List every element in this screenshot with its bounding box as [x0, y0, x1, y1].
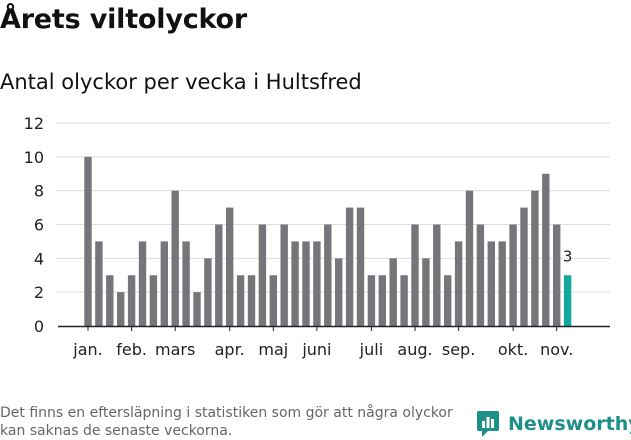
bar	[258, 224, 267, 326]
y-tick-label: 2	[34, 283, 44, 302]
bar	[95, 241, 103, 326]
bar	[236, 275, 245, 326]
chart-title: Årets viltolyckor	[0, 4, 248, 35]
bar	[531, 190, 539, 326]
bar	[422, 258, 430, 326]
bar	[302, 241, 310, 326]
bar	[411, 224, 419, 326]
bar	[378, 275, 386, 326]
y-tick-label: 12	[24, 114, 44, 133]
x-tick-label: jan.	[72, 340, 102, 359]
bar	[106, 275, 114, 326]
bar	[487, 241, 495, 326]
bar	[204, 258, 212, 326]
y-tick-label: 6	[34, 216, 44, 235]
bar	[553, 224, 561, 326]
chart-subtitle: Antal olyckor per vecka i Hultsfred	[0, 70, 362, 94]
bar	[356, 207, 365, 326]
x-tick-label: maj	[258, 340, 288, 359]
bar	[367, 275, 376, 326]
bar	[465, 190, 474, 326]
x-tick-label: juni	[301, 340, 331, 359]
x-tick-label: apr.	[215, 340, 245, 359]
y-tick-label: 10	[24, 148, 44, 167]
y-tick-label: 4	[34, 249, 44, 268]
bar	[280, 224, 288, 326]
bar	[127, 275, 136, 326]
x-axis	[58, 325, 610, 331]
bar	[291, 241, 299, 326]
bar	[269, 275, 277, 326]
bar	[117, 292, 125, 326]
footnote: Det finns en eftersläpning i statistiken…	[0, 405, 453, 439]
bar	[324, 224, 332, 326]
y-tick-label: 8	[34, 182, 44, 201]
bar-chart: 0 2 4 6 8 10 12 3 jan. feb. mars apr. maj juni juli aug…	[24, 114, 610, 359]
y-tick-label: 0	[34, 317, 44, 336]
bar	[542, 173, 550, 326]
bar	[454, 241, 463, 326]
tick-labels: 0 2 4 6 8 10 12 3 jan. feb. mars apr. maj juni juli aug…	[24, 114, 574, 359]
data-label-latest: 3	[563, 247, 573, 265]
x-tick-label: okt.	[498, 340, 528, 359]
bar	[182, 241, 190, 326]
bar	[509, 224, 517, 326]
bar	[171, 190, 179, 326]
newsworthy-logo-icon	[477, 411, 499, 437]
bar	[498, 241, 506, 326]
bar	[226, 207, 234, 326]
bar	[476, 224, 485, 326]
bars	[84, 156, 572, 326]
x-tick-label: mars	[155, 340, 195, 359]
bar	[345, 207, 354, 326]
bar	[520, 207, 528, 326]
x-tick-label: feb.	[116, 340, 147, 359]
bar	[389, 258, 397, 326]
bar	[247, 275, 256, 326]
x-tick-label: juli	[359, 340, 383, 359]
x-tick-label: sep.	[442, 340, 475, 359]
x-tick-label: aug.	[397, 340, 432, 359]
bar	[160, 241, 168, 326]
bar	[138, 241, 147, 326]
bar-highlight	[563, 275, 572, 326]
bar	[193, 292, 201, 326]
bar	[444, 275, 452, 326]
bar	[433, 224, 441, 326]
brand-name: Newsworthy	[508, 413, 631, 435]
bar	[313, 241, 321, 326]
bar	[215, 224, 223, 326]
bar	[400, 275, 408, 326]
gridlines	[56, 122, 610, 293]
brand-logo: Newsworthy	[476, 408, 631, 440]
bar	[335, 258, 343, 326]
bar	[149, 275, 158, 326]
x-tick-label: nov.	[540, 340, 573, 359]
bar	[84, 156, 92, 326]
